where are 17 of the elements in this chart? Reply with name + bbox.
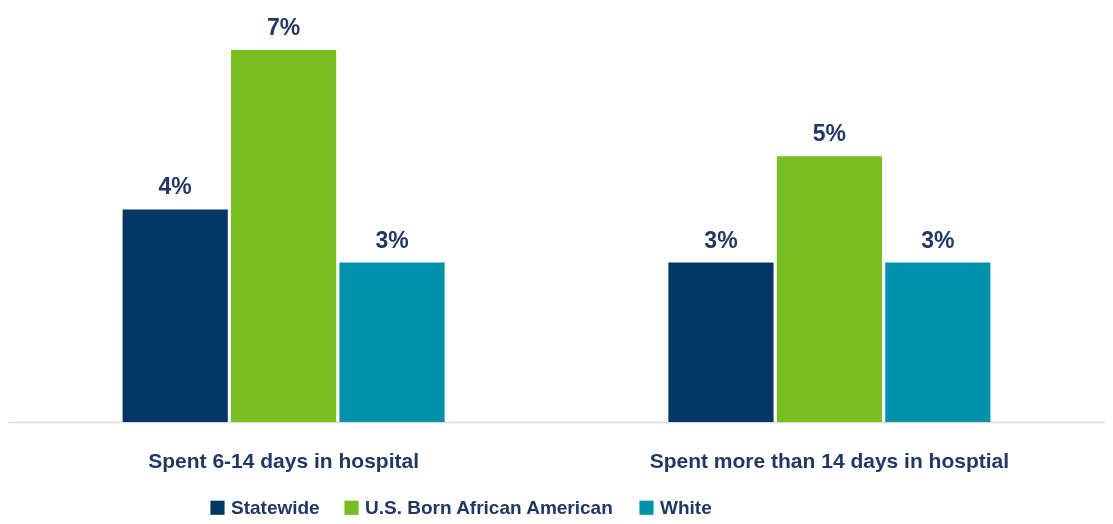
data-label: 3% bbox=[375, 226, 409, 253]
legend-label: U.S. Born African American bbox=[365, 496, 613, 518]
bar bbox=[885, 262, 991, 422]
data-label: 5% bbox=[812, 120, 847, 147]
bar bbox=[668, 262, 774, 422]
legend-label: White bbox=[660, 496, 712, 518]
data-label: 3% bbox=[704, 226, 738, 253]
bar bbox=[776, 156, 882, 422]
data-label: 3% bbox=[921, 226, 955, 253]
bar bbox=[122, 209, 228, 422]
legend-label: Statewide bbox=[231, 496, 320, 518]
data-label: 4% bbox=[158, 173, 192, 200]
x-tick-label: Spent more than 14 days in hosptial bbox=[649, 448, 1010, 472]
data-label: 7% bbox=[266, 14, 301, 40]
x-tick-label: Spent 6-14 days in hospital bbox=[148, 448, 419, 472]
bar bbox=[231, 50, 337, 422]
bar bbox=[339, 262, 445, 422]
